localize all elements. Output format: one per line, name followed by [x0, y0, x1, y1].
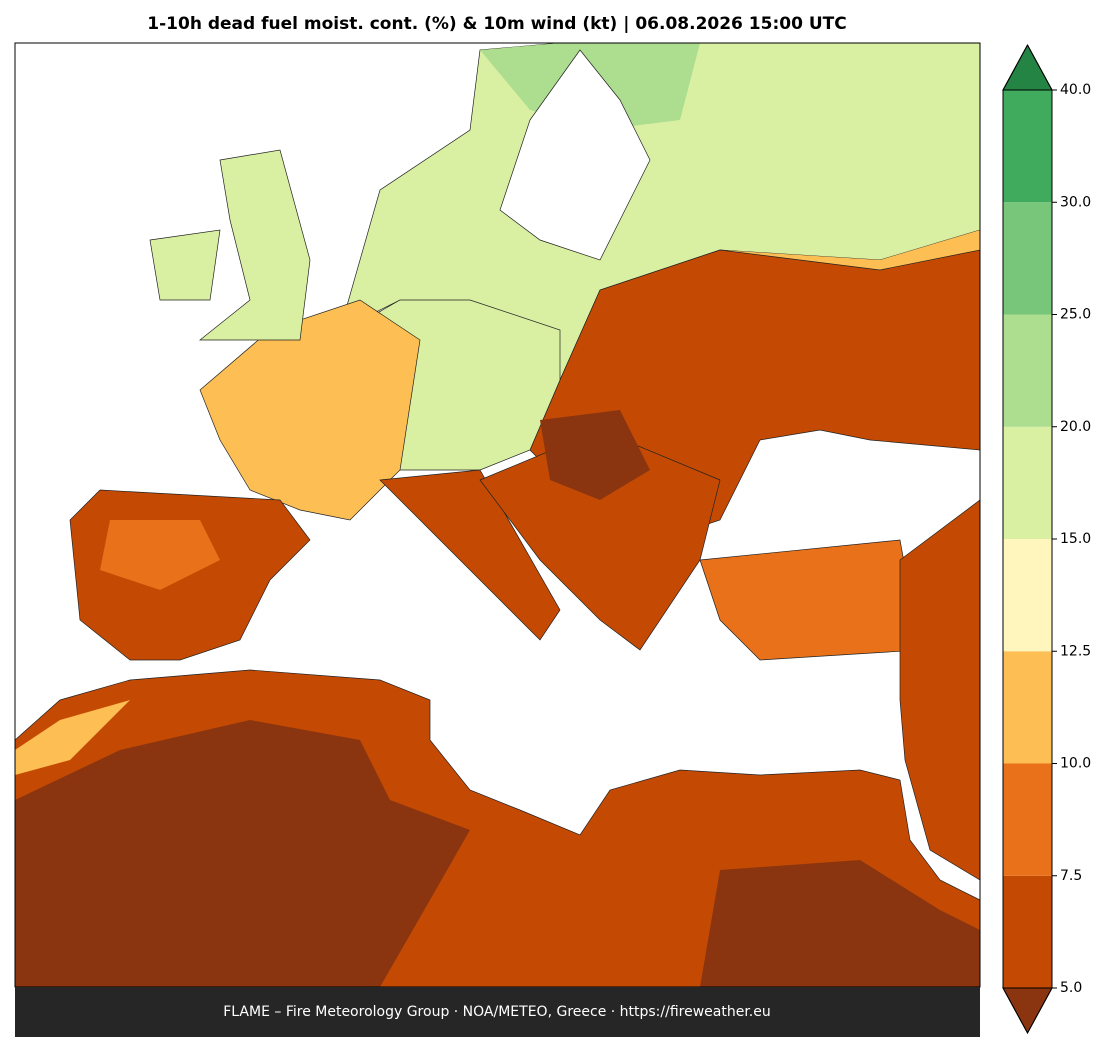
footer-text: FLAME – Fire Meteorology Group · NOA/MET…: [223, 1004, 771, 1020]
colorbar-tick-label: 7.5: [1060, 868, 1082, 884]
land: [699, 539, 921, 661]
colorbar-segment: [1003, 651, 1052, 764]
footer-bar: [15, 987, 980, 1037]
land: [199, 299, 421, 521]
land: [700, 860, 980, 987]
map: [14, 42, 981, 988]
colorbar-tick-label: 15.0: [1060, 531, 1091, 547]
colorbar-over: [1002, 43, 1053, 91]
colorbar-tick-label: 10.0: [1060, 756, 1091, 772]
colorbar-under: [1002, 987, 1053, 1035]
land: [15, 700, 130, 775]
land: [149, 229, 221, 301]
colorbar-segment: [1003, 763, 1052, 876]
colorbar-tick-label: 40.0: [1060, 82, 1091, 98]
land: [540, 410, 650, 500]
colorbar-tick-label: 12.5: [1060, 643, 1091, 659]
land: [15, 720, 470, 987]
colorbar-segment: [1003, 875, 1052, 988]
colorbar-segment: [1003, 90, 1052, 203]
colorbar-segment: [1003, 202, 1052, 315]
colorbar-segment: [1003, 314, 1052, 427]
colorbar-tick-label: 5.0: [1060, 980, 1082, 996]
colorbar-segment: [1003, 539, 1052, 652]
colorbar-segment: [1003, 426, 1052, 539]
colorbar-tick-label: 25.0: [1060, 307, 1091, 323]
colorbar-tick-label: 20.0: [1060, 419, 1091, 435]
land: [199, 149, 311, 341]
colorbar-tick-label: 30.0: [1060, 194, 1091, 210]
sea: [499, 49, 651, 261]
land: [379, 469, 561, 641]
land: [100, 520, 220, 590]
map-title: 1-10h dead fuel moist. cont. (%) & 10m w…: [147, 14, 846, 34]
